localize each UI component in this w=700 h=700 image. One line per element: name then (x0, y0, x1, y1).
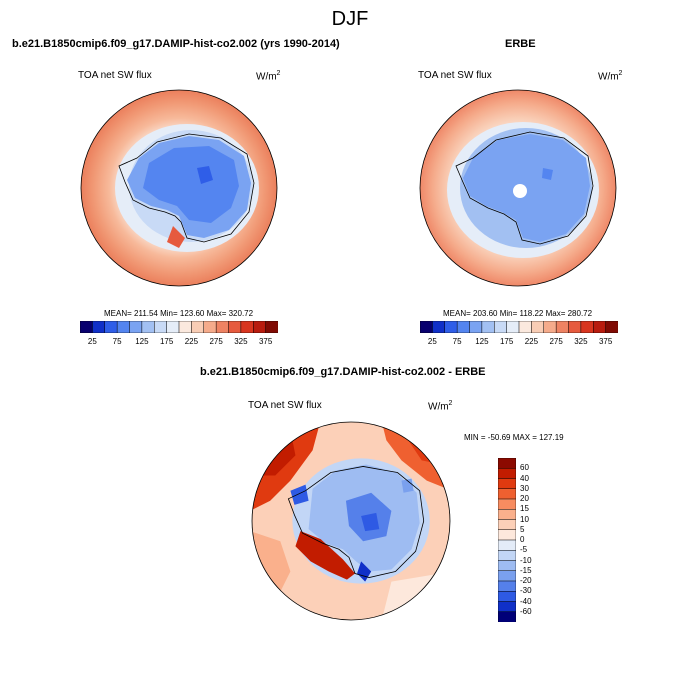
obs-colorbar-color-box (494, 321, 508, 333)
obs-colorbar-color-box (420, 321, 433, 333)
model-colorbar-color-box (215, 321, 229, 333)
diff-colorbar-color-box (498, 519, 516, 531)
obs-colorbar-tick-label: 125 (475, 337, 489, 346)
diff-colorbar-color-box (498, 560, 516, 572)
model-colorbar-tick-label: 25 (87, 337, 97, 346)
obs-panel-title: ERBE (505, 38, 536, 50)
model-colorbar-color-box (141, 321, 155, 333)
obs-colorbar-color-box (518, 321, 532, 333)
model-units-label: W/m2 (256, 70, 281, 83)
diff-colorbar-tick-label: -5 (520, 545, 528, 555)
diff-colorbar-tick-label: 60 (520, 463, 529, 473)
diff-colorbar-color-box (498, 529, 516, 541)
model-colorbar-tick-label: 325 (234, 337, 248, 346)
model-variable-label: TOA net SW flux (78, 70, 152, 81)
diff-colorbar-tick-label: 0 (520, 535, 525, 544)
diff-colorbar-tick-label: 10 (520, 514, 529, 524)
model-colorbar-color-box (129, 321, 143, 333)
obs-stats: MEAN= 203.60 Min= 118.22 Max= 280.72 (443, 309, 593, 318)
diff-colorbar-color-box (498, 458, 516, 469)
obs-colorbar-tick-label: 25 (427, 337, 437, 346)
model-colorbar-color-box (166, 321, 180, 333)
model-colorbar-tick-label: 375 (258, 337, 273, 346)
obs-colorbar-color-box (456, 321, 470, 333)
diff-panel-title: b.e21.B1850cmip6.f09_g17.DAMIP-hist-co2.… (200, 366, 486, 378)
model-colorbar-color-box (92, 321, 106, 333)
model-colorbar-color-box (116, 321, 130, 333)
model-colorbar-color-box (228, 321, 242, 333)
obs-colorbar-color-box (432, 321, 446, 333)
diff-colorbar-color-box (498, 488, 516, 500)
model-panel-title: b.e21.B1850cmip6.f09_g17.DAMIP-hist-co2.… (12, 38, 340, 50)
model-colorbar-color-box (253, 321, 267, 333)
diff-colorbar-tick-label: -15 (520, 565, 532, 575)
diff-stats: MIN = -50.69 MAX = 127.19 (464, 433, 564, 442)
obs-colorbar (420, 321, 618, 333)
diff-colorbar-color-box (498, 601, 516, 613)
diff-colorbar-color-box (498, 580, 516, 592)
model-colorbar-tick-label: 275 (209, 337, 223, 346)
diff-colorbar-tick-label: 20 (520, 494, 529, 503)
diff-colorbar-tick-label: 40 (520, 473, 529, 483)
obs-units-label: W/m2 (598, 70, 623, 83)
model-colorbar-tick-label: 175 (159, 337, 174, 346)
diff-colorbar-tick-label: -60 (520, 606, 532, 616)
model-colorbar-color-box (178, 321, 192, 333)
model-polar-map (80, 89, 278, 287)
obs-polar-map (419, 89, 617, 287)
model-colorbar (80, 321, 278, 333)
diff-colorbar-tick-label: -20 (520, 576, 532, 585)
diff-colorbar-color-box (498, 539, 516, 551)
diff-colorbar-color-box (498, 591, 516, 602)
obs-colorbar-color-box (444, 321, 458, 333)
obs-colorbar-color-box (568, 321, 582, 333)
obs-colorbar-color-box (481, 321, 495, 333)
obs-variable-label: TOA net SW flux (418, 70, 492, 81)
model-stats: MEAN= 211.54 Min= 123.60 Max= 320.72 (104, 309, 254, 318)
diff-variable-label: TOA net SW flux (248, 400, 322, 411)
diff-colorbar-color-box (498, 498, 516, 510)
obs-colorbar-tick-label: 325 (574, 337, 588, 346)
model-colorbar-tick-label: 75 (112, 337, 122, 346)
diff-colorbar (498, 458, 516, 622)
model-colorbar-color-box (80, 321, 93, 333)
figure-season-title: DJF (331, 8, 369, 30)
obs-colorbar-tick-label: 225 (524, 337, 539, 346)
diff-colorbar-color-box (498, 570, 516, 582)
obs-colorbar-color-box (555, 321, 569, 333)
obs-colorbar-color-box (469, 321, 483, 333)
diff-colorbar-color-box (498, 468, 516, 479)
obs-colorbar-tick-label: 375 (598, 337, 613, 346)
obs-colorbar-color-box (593, 321, 607, 333)
obs-colorbar-color-box (605, 321, 618, 333)
obs-colorbar-color-box (543, 321, 557, 333)
diff-colorbar-tick-label: -40 (520, 596, 532, 606)
model-colorbar-color-box (104, 321, 118, 333)
diff-colorbar-tick-label: 5 (520, 524, 525, 534)
diff-colorbar-tick-label: -10 (520, 555, 532, 565)
diff-colorbar-color-box (498, 550, 516, 561)
model-colorbar-color-box (203, 321, 217, 333)
model-colorbar-color-box (265, 321, 278, 333)
model-colorbar-tick-label: 125 (135, 337, 149, 346)
obs-colorbar-tick-label: 75 (452, 337, 462, 346)
model-colorbar-color-box (154, 321, 168, 333)
model-colorbar-tick-label: 225 (184, 337, 199, 346)
diff-units-label: W/m2 (428, 400, 453, 413)
obs-colorbar-tick-label: 175 (499, 337, 514, 346)
diff-colorbar-color-box (498, 478, 516, 490)
diff-colorbar-tick-label: 15 (520, 504, 529, 514)
obs-colorbar-color-box (506, 321, 520, 333)
diff-colorbar-tick-label: -30 (520, 586, 532, 596)
model-colorbar-color-box (240, 321, 254, 333)
obs-colorbar-color-box (580, 321, 594, 333)
diff-colorbar-tick-label: 30 (520, 483, 529, 493)
obs-colorbar-color-box (531, 321, 545, 333)
diff-colorbar-color-box (498, 611, 516, 622)
diff-polar-map (251, 421, 451, 621)
obs-colorbar-tick-label: 275 (549, 337, 563, 346)
model-colorbar-color-box (191, 321, 205, 333)
diff-colorbar-color-box (498, 509, 516, 520)
